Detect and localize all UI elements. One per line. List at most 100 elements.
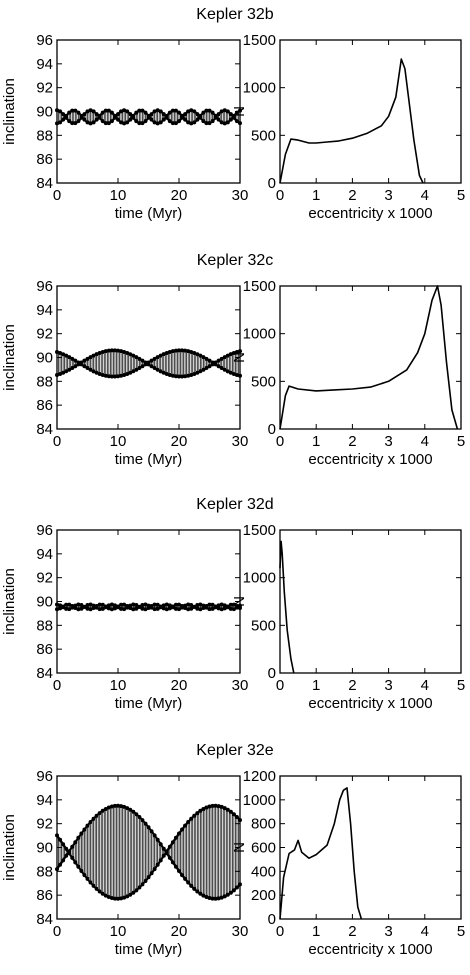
inclination-point [76, 607, 81, 612]
inclination-point [180, 115, 185, 120]
eccentricity-ytick-label: 1500 [243, 32, 276, 49]
inclination-point [55, 121, 59, 126]
inclination-point [155, 108, 160, 113]
inclination-point [161, 846, 166, 851]
inclination-point [64, 846, 69, 851]
inclination-point [234, 885, 239, 890]
inclination-point [67, 110, 72, 115]
inclination-point [122, 607, 127, 612]
eccentricity-panel: 0 1 2 3 4 5 0 500 1000 1500 eccentricity x 1000 N [231, 278, 465, 468]
eccentricity-xtick-label: 0 [276, 433, 284, 450]
inclination-ytick-label: 90 [36, 104, 53, 121]
inclination-point [231, 888, 236, 893]
inclination-point [112, 374, 117, 379]
inclination-points [55, 108, 242, 126]
inclination-point [213, 896, 218, 901]
inclination-point [219, 366, 224, 371]
eccentricity-xtick-label: 1 [312, 677, 320, 694]
inclination-point [134, 888, 139, 893]
inclination-point [106, 121, 111, 126]
inclination-point [234, 110, 239, 115]
inclination-point [125, 605, 130, 610]
inclination-point [109, 607, 114, 612]
inclination-point [79, 115, 84, 120]
inclination-point [88, 602, 93, 607]
inclination-point [167, 606, 172, 611]
inclination-point [91, 606, 96, 611]
inclination-point [94, 605, 99, 610]
inclination-point [177, 110, 181, 115]
inclination-point [76, 110, 81, 115]
inclination-point [170, 373, 175, 378]
inclination-point [195, 370, 200, 375]
inclination-point [186, 607, 191, 612]
inclination-point [180, 348, 185, 353]
eccentricity-ytick-label: 0 [268, 175, 276, 192]
inclination-ytick-label: 90 [36, 840, 53, 857]
inclination-point [177, 602, 181, 607]
inclination-point [128, 892, 133, 897]
eccentricity-xlabel: eccentricity x 1000 [308, 695, 432, 712]
eccentricity-ylabel: N [231, 106, 248, 117]
inclination-ytick-label: 92 [36, 326, 53, 343]
inclination-oscillation [56, 805, 241, 899]
inclination-point [216, 364, 221, 369]
inclination-point [103, 373, 108, 378]
inclination-point [61, 117, 66, 122]
inclination-point [109, 374, 114, 379]
inclination-point [61, 842, 66, 847]
inclination-point [134, 812, 139, 817]
inclination-point [119, 804, 124, 809]
inclination-point [183, 348, 188, 353]
inclination-point [67, 602, 72, 607]
inclination-point [192, 350, 197, 355]
inclination-point [149, 871, 154, 876]
inclination-point [100, 349, 105, 354]
eccentricity-ytick-label: 400 [251, 863, 276, 880]
inclination-panel: 0 10 20 30 84 86 88 90 92 94 96 time (Myr) inclinati… [1, 768, 248, 958]
inclination-ytick-label: 90 [36, 350, 53, 367]
inclination-point [58, 120, 63, 125]
inclination-point [189, 108, 194, 113]
row-title: Kepler 32b [196, 6, 273, 23]
inclination-point [161, 606, 166, 611]
eccentricity-xtick-label: 1 [312, 433, 320, 450]
inclination-point [116, 605, 120, 610]
inclination-point [119, 602, 124, 607]
inclination-point [213, 803, 218, 808]
inclination-xtick-label: 20 [171, 923, 188, 940]
inclination-point [173, 108, 178, 113]
inclination-point [173, 606, 178, 611]
row-title: Kepler 32e [196, 742, 273, 759]
eccentricity-xtick-label: 3 [384, 923, 392, 940]
inclination-point [149, 829, 154, 834]
inclination-point [64, 369, 69, 374]
eccentricity-xtick-label: 4 [421, 433, 429, 450]
eccentricity-ylabel: N [231, 842, 248, 853]
inclination-point [67, 119, 72, 124]
inclination-point [192, 604, 197, 609]
inclination-point [97, 350, 102, 355]
inclination-ytick-label: 96 [36, 522, 53, 539]
inclination-point [152, 607, 157, 612]
inclination-point [170, 605, 175, 610]
eccentricity-ytick-label: 500 [251, 127, 276, 144]
inclination-xtick-label: 0 [53, 677, 61, 694]
inclination-point [198, 369, 203, 374]
inclination-point [58, 603, 63, 608]
eccentricity-panel: 0 1 2 3 4 5 0 500 1000 1500 eccentricity x 1000 N [231, 32, 465, 222]
inclination-point [103, 806, 108, 811]
inclination-point [55, 602, 59, 607]
inclination-point [149, 605, 154, 610]
inclination-point [125, 350, 130, 355]
inclination-point [201, 119, 206, 124]
inclination-point [155, 602, 160, 607]
inclination-point [231, 115, 236, 120]
inclination-point [70, 121, 75, 126]
inclination-point [231, 350, 236, 355]
inclination-ytick-label: 92 [36, 816, 53, 833]
inclination-point [55, 349, 59, 354]
inclination-point [228, 352, 233, 357]
inclination-point [192, 109, 197, 114]
